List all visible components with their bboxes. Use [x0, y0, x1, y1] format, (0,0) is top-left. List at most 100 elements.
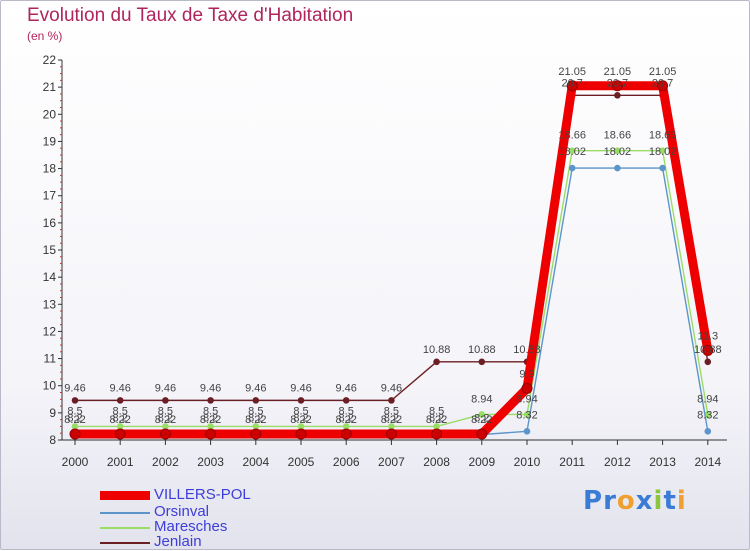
data-point-jenlain: [207, 397, 214, 404]
data-label-jenlain: 20.7: [652, 77, 673, 89]
data-label-jenlain: 9.46: [64, 382, 85, 394]
logo-letter: o: [616, 486, 636, 516]
logo-letter: P: [583, 486, 604, 516]
data-point-villers-pol: [159, 428, 171, 440]
data-label-jenlain: 20.7: [561, 77, 582, 89]
series-layer: [69, 80, 714, 440]
x-tick-label: 2013: [649, 455, 676, 469]
data-point-jenlain: [478, 358, 486, 366]
data-label-orsinval: 18.02: [649, 146, 677, 158]
data-label-villers-pol: 8.22: [335, 414, 356, 426]
data-label-maresches: 8.94: [516, 393, 537, 405]
data-point-maresches: [659, 147, 666, 154]
data-label-jenlain: 9.46: [335, 382, 356, 394]
data-point-jenlain: [252, 397, 260, 404]
data-label-orsinval: 8.2: [474, 413, 489, 425]
logo-letter: r: [603, 486, 617, 516]
data-label-orsinval: 8.2: [158, 413, 173, 425]
data-label-orsinval: 8.32: [697, 409, 718, 421]
axes: 8 9 10 11 12 13 14 15 16 17 18 19 20 21 22 2000 2001 2002…: [43, 53, 727, 469]
data-point-maresches: [433, 423, 440, 430]
logo-letter: i: [653, 486, 664, 516]
x-tick-label: 2012: [604, 455, 631, 469]
y-tick-label: 11: [44, 352, 57, 366]
y-tick-label: 10: [43, 379, 57, 393]
data-label-villers-pol: 8.22: [245, 414, 266, 426]
data-point-jenlain: [614, 91, 621, 99]
data-point-villers-pol: [114, 428, 126, 440]
data-point-jenlain: [433, 358, 440, 366]
data-label-maresches: 8.5: [113, 405, 128, 417]
data-label-maresches: 8.5: [384, 405, 399, 417]
x-tick-label: 2002: [152, 455, 179, 469]
data-point-maresches: [523, 411, 531, 418]
data-label-villers-pol: 8.22: [471, 414, 492, 426]
y-tick-label: 8: [49, 433, 56, 447]
x-tick-label: 2011: [559, 455, 585, 469]
data-label-orsinval: 8.2: [339, 413, 354, 425]
y-tick-label: 18: [43, 162, 57, 176]
data-labels-layer: 9.46 9.46 9.46 9.46 9.46 9.46 9.46 9.46 10.88 10.…: [64, 66, 721, 426]
data-label-jenlain: 9.46: [155, 382, 176, 394]
x-tick-label: 2005: [288, 455, 315, 469]
data-point-villers-pol: [657, 80, 669, 92]
data-label-maresches: 8.5: [248, 405, 263, 417]
data-point-orsinval: [523, 428, 531, 435]
data-label-orsinval: 18.02: [558, 146, 586, 158]
data-point-maresches: [478, 411, 486, 418]
data-point-maresches: [71, 423, 79, 430]
x-tick-label: 2003: [197, 455, 224, 469]
x-tick-label: 2007: [378, 455, 405, 469]
x-tick-label: 2000: [62, 455, 89, 469]
data-point-orsinval: [614, 164, 621, 172]
data-point-villers-pol: [702, 344, 714, 356]
data-point-villers-pol: [431, 428, 443, 440]
data-label-orsinval: 8.2: [384, 413, 399, 425]
data-label-maresches: 18.66: [649, 130, 677, 142]
data-label-orsinval: 8.2: [113, 413, 128, 425]
data-label-jenlain: 9.46: [109, 382, 130, 394]
data-label-villers-pol: 11.3: [698, 330, 719, 342]
data-point-maresches: [207, 423, 214, 430]
data-label-villers-pol: 8.22: [155, 414, 176, 426]
data-label-villers-pol: 8.22: [426, 414, 447, 426]
data-label-jenlain: 9.46: [200, 382, 221, 394]
data-point-maresches: [342, 423, 350, 430]
x-tick-label: 2010: [514, 455, 541, 469]
data-label-maresches: 8.94: [471, 393, 492, 405]
data-point-orsinval: [659, 164, 666, 172]
x-tick-label: 2006: [333, 455, 360, 469]
data-label-jenlain: 9.46: [381, 382, 402, 394]
chart-title: Evolution du Taux de Taxe d'Habitation: [27, 5, 354, 26]
data-point-villers-pol: [250, 428, 262, 440]
data-point-villers-pol: [295, 428, 307, 440]
data-label-maresches: 8.5: [429, 405, 444, 417]
y-tick-label: 12: [43, 324, 57, 338]
data-label-orsinval: 8.2: [248, 413, 263, 425]
data-point-maresches: [162, 423, 169, 430]
data-point-jenlain: [342, 397, 350, 404]
data-point-jenlain: [388, 397, 395, 404]
data-point-jenlain: [116, 397, 124, 404]
data-label-orsinval: 8.2: [429, 413, 444, 425]
y-tick-label: 17: [43, 189, 57, 203]
y-tick-label: 14: [43, 270, 57, 284]
data-label-maresches: 8.5: [293, 405, 308, 417]
data-label-villers-pol: 9.9: [519, 368, 534, 380]
data-point-maresches: [297, 423, 305, 430]
logo-letter: x: [635, 486, 654, 516]
data-label-maresches: 8.94: [697, 393, 718, 405]
y-tick-label: 19: [43, 134, 57, 148]
data-point-maresches: [704, 411, 712, 418]
series-line-orsinval: [74, 167, 709, 436]
y-tick-label: 15: [43, 243, 57, 257]
x-tick-label: 2001: [107, 455, 134, 469]
data-label-villers-pol: 21.05: [604, 66, 632, 78]
y-tick-label: 16: [43, 216, 57, 230]
data-point-villers-pol: [340, 428, 352, 440]
data-point-villers-pol: [69, 428, 81, 440]
data-point-villers-pol: [566, 80, 578, 92]
y-tick-label: 20: [43, 107, 57, 121]
